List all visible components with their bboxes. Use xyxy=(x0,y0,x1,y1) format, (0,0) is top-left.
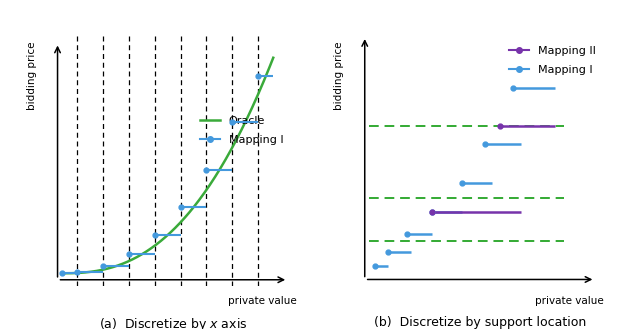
Text: bidding price: bidding price xyxy=(27,41,37,110)
Text: private value: private value xyxy=(535,296,604,306)
Text: bidding price: bidding price xyxy=(334,41,344,110)
Text: (b)  Discretize by support location: (b) Discretize by support location xyxy=(374,316,586,329)
Text: (a)  Discretize by $x$ axis: (a) Discretize by $x$ axis xyxy=(99,316,247,329)
Text: private value: private value xyxy=(228,296,297,306)
Legend: Mapping II, Mapping I: Mapping II, Mapping I xyxy=(505,42,601,80)
Legend: Oracle, Mapping I: Oracle, Mapping I xyxy=(195,112,288,150)
